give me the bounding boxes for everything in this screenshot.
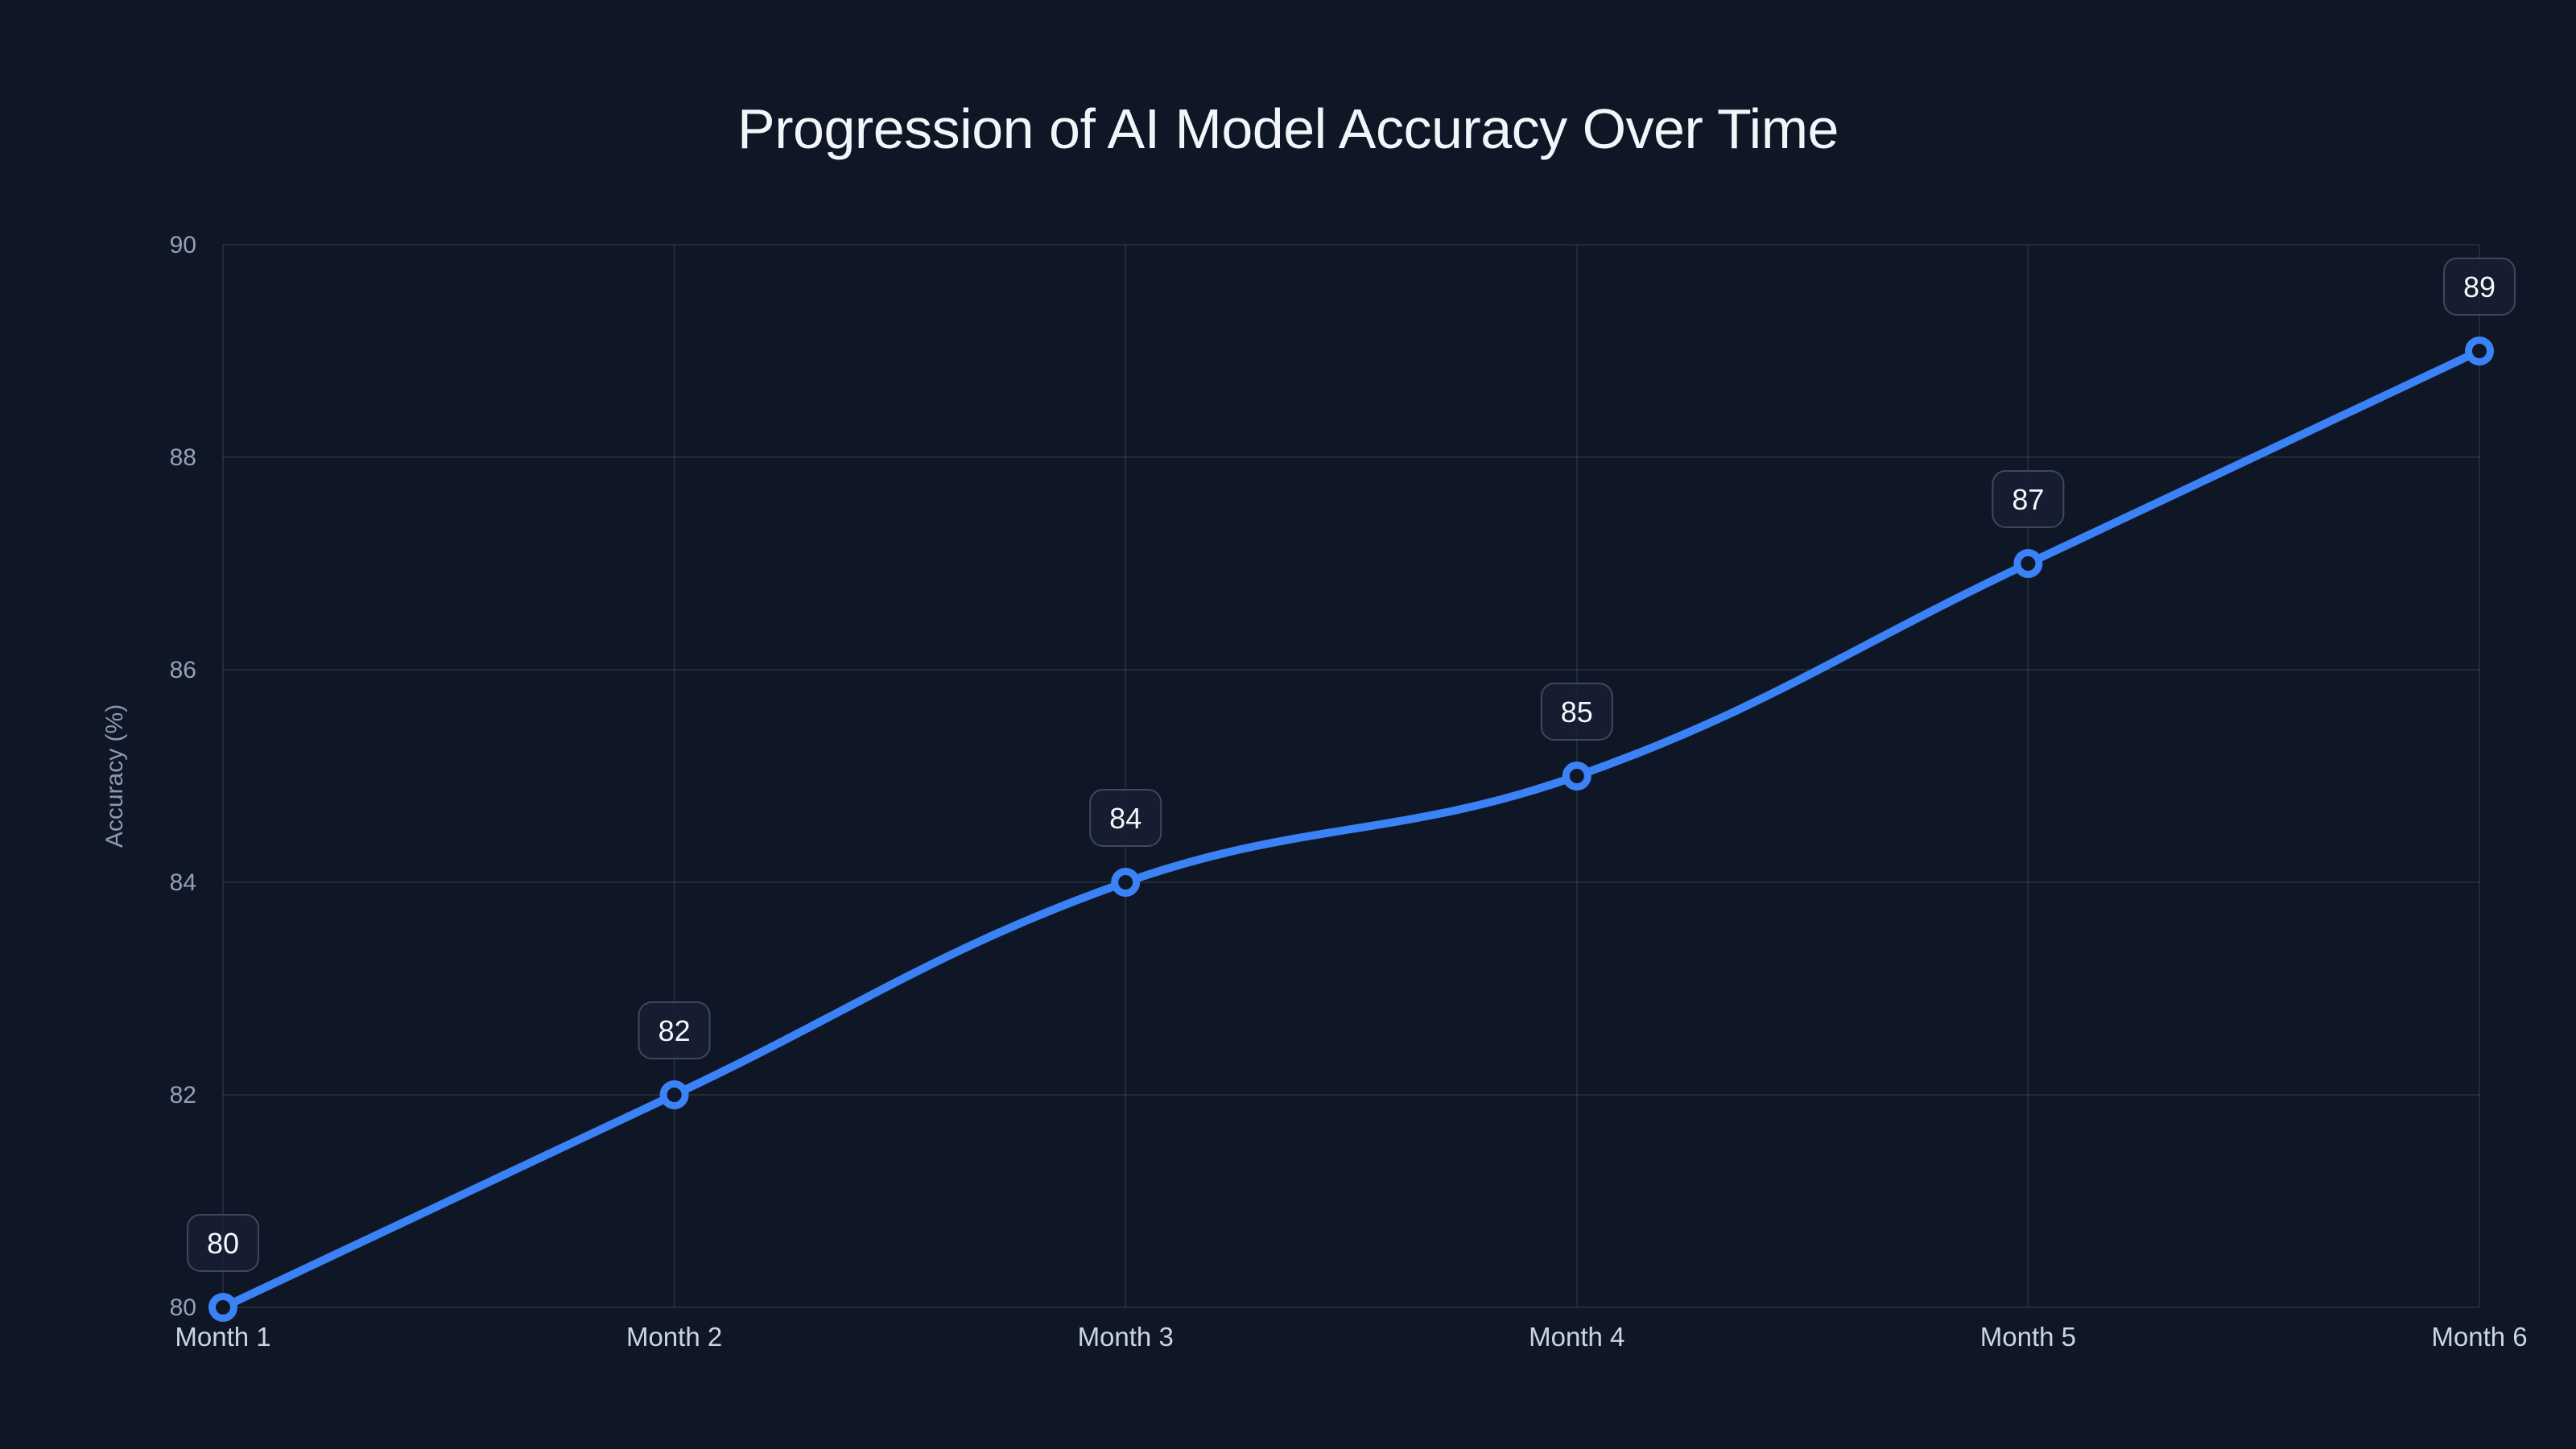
data-label-badge [1089, 789, 1162, 847]
data-point-marker[interactable] [2465, 336, 2494, 365]
x-axis-label: Month 1 [175, 1322, 270, 1352]
x-axis-label: Month 6 [2431, 1322, 2527, 1352]
data-label-value: 89 [2463, 270, 2496, 303]
data-point-marker[interactable] [1111, 868, 1141, 897]
y-axis-tick-label: 82 [170, 1082, 196, 1108]
y-axis-tick-label: 86 [170, 657, 196, 683]
data-label-value: 82 [658, 1014, 691, 1047]
data-label-badge [1992, 470, 2065, 528]
chart-title: Progression of AI Model Accuracy Over Ti… [737, 97, 1839, 160]
data-label-badge [187, 1214, 259, 1272]
data-label-value: 80 [207, 1227, 239, 1260]
data-label-value: 85 [1561, 696, 1593, 729]
data-label-value: 87 [2012, 483, 2044, 516]
data-label-badge [1540, 683, 1613, 741]
y-axis-tick-label: 80 [170, 1294, 196, 1321]
data-point-marker[interactable] [1562, 762, 1591, 791]
data-point-marker[interactable] [2013, 549, 2043, 578]
accuracy-line [219, 347, 2483, 1311]
data-point-marker[interactable] [659, 1080, 689, 1109]
x-axis-label: Month 2 [626, 1322, 722, 1352]
data-label-value: 84 [1109, 802, 1141, 835]
data-label-badge [2443, 258, 2516, 316]
x-axis-label: Month 4 [1529, 1322, 1624, 1352]
x-axis-label: Month 5 [1980, 1322, 2076, 1352]
y-axis-tick-label: 84 [170, 869, 196, 896]
y-axis-tick-label: 90 [170, 232, 196, 258]
y-axis-tick-label: 88 [170, 444, 196, 471]
data-label-badge [638, 1001, 711, 1059]
x-axis-label: Month 3 [1078, 1322, 1174, 1352]
data-point-marker[interactable] [208, 1293, 237, 1322]
